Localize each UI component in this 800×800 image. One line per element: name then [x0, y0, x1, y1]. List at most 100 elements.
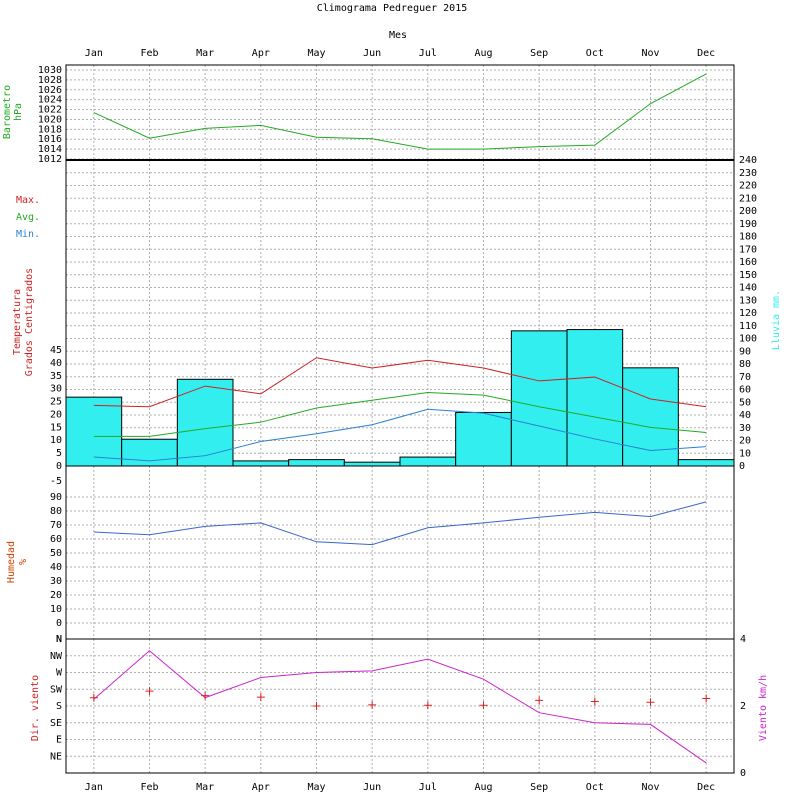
rain-tick-label: 60: [739, 385, 751, 396]
rain-tick-label: 40: [739, 410, 751, 421]
rain-tick-label: 30: [739, 423, 751, 434]
month-label-top: Jan: [85, 48, 103, 59]
wind-direction-marker: [479, 701, 488, 710]
rain-tick-label: 70: [739, 372, 751, 383]
wind-speed-line: [93, 650, 707, 764]
rain-tick-label: 50: [739, 397, 751, 408]
month-label-top: Dec: [697, 48, 715, 59]
wind-direction-tick-label: NE: [50, 751, 62, 762]
pressure-tick-label: 1030: [38, 65, 62, 76]
month-label-top: Aug: [474, 48, 492, 59]
wind-panel-frame: [65, 638, 735, 774]
rain-tick-label: 20: [739, 436, 751, 447]
month-label-top: Oct: [586, 48, 604, 59]
rain-bar: [510, 330, 568, 467]
rain-bar: [455, 411, 512, 467]
temperature-tick-label: 25: [50, 397, 62, 408]
temperature-avg-line: [93, 392, 707, 437]
rain-tick-label: 90: [739, 346, 751, 357]
rain-tick-label: 160: [739, 257, 757, 268]
humidity-tick-label: 40: [50, 562, 62, 573]
pressure-tick-label: 1022: [38, 105, 62, 116]
month-label-top: Nov: [641, 48, 659, 59]
rain-bar: [121, 438, 178, 467]
rain-tick-label: 80: [739, 359, 751, 370]
rain-tick-label: 210: [739, 193, 757, 204]
temperature-min-line: [93, 408, 707, 462]
temperature-tick-label: 40: [50, 358, 62, 369]
chart-title: Climograma Pedreguer 2015: [317, 3, 468, 14]
temperature-tick-label: 20: [50, 409, 62, 420]
wind-direction-tick-label: S: [56, 701, 62, 712]
humidity-tick-label: 10: [50, 604, 62, 615]
month-label-bottom: Apr: [252, 782, 270, 793]
rain-axis-label: Lluvia mm.: [771, 290, 782, 350]
humidity-tick-label: 0: [56, 618, 62, 629]
rain-bar: [65, 396, 123, 467]
rain-tick-label: 180: [739, 232, 757, 243]
wind-direction-marker: [590, 697, 599, 706]
humidity-tick-label: 80: [50, 506, 62, 517]
temperature-max-line: [93, 357, 707, 408]
humidity-tick-label: 70: [50, 520, 62, 531]
month-label-bottom: Dec: [697, 782, 715, 793]
humidity-tick-label: 50: [50, 548, 62, 559]
month-label-top: Apr: [252, 48, 270, 59]
humidity-tick-label: 20: [50, 590, 62, 601]
pressure-panel-frame: [65, 64, 735, 161]
rain-bar: [399, 456, 457, 467]
rain-tick-label: 220: [739, 181, 757, 192]
legend-min: Min.: [16, 229, 40, 240]
humidity-tick-label: 60: [50, 534, 62, 545]
temperature-axis-label: Temperatura: [12, 289, 23, 355]
month-label-top: Mar: [196, 48, 214, 59]
rain-tick-label: 150: [739, 270, 757, 281]
pressure-axis-label: Barometro: [2, 85, 13, 139]
rain-tick-label: 110: [739, 321, 757, 332]
x-axis-label: Mes: [389, 30, 407, 41]
temperature-axis-unit: Grados Centigrados: [24, 268, 35, 376]
temperature-tick-label: 0: [56, 461, 62, 472]
month-label-bottom: Mar: [196, 782, 214, 793]
rain-bar: [176, 378, 234, 467]
rain-tick-label: 130: [739, 295, 757, 306]
month-label-bottom: Sep: [530, 782, 548, 793]
legend-max: Max.: [16, 195, 40, 206]
month-label-top: Sep: [530, 48, 548, 59]
rain-tick-label: 140: [739, 283, 757, 294]
month-label-bottom: Oct: [586, 782, 604, 793]
month-label-bottom: Aug: [474, 782, 492, 793]
pressure-tick-label: 1018: [38, 124, 62, 135]
wind-direction-tick-label: E: [56, 735, 62, 746]
humidity-line: [93, 501, 707, 546]
wind-direction-tick-label: SW: [50, 684, 63, 695]
wind-direction-marker: [646, 698, 655, 707]
humidity-axis-unit: %: [18, 559, 29, 565]
humidity-tick-label: 90: [50, 492, 62, 503]
pressure-line: [93, 73, 707, 150]
wind-direction-marker: [89, 693, 98, 702]
temperature-tick-label: 15: [50, 422, 62, 433]
month-label-bottom: Jan: [85, 782, 103, 793]
wind-direction-axis-label: Dir. viento: [30, 675, 41, 741]
temperature-tick-label: 45: [50, 345, 62, 356]
rain-bar: [622, 367, 679, 467]
rain-tick-label: 200: [739, 206, 757, 217]
rain-tick-label: 170: [739, 244, 757, 255]
humidity-tick-label: N: [56, 634, 62, 645]
humidity-tick-label: -5: [50, 476, 62, 487]
pressure-tick-label: 1028: [38, 75, 62, 86]
wind-direction-marker: [535, 696, 544, 705]
wind-direction-marker: [702, 694, 711, 703]
legend-avg: Avg.: [16, 212, 40, 223]
temperature-tick-label: 5: [56, 448, 62, 459]
pressure-tick-label: 1014: [38, 144, 62, 155]
temperature-tick-label: 30: [50, 384, 62, 395]
rain-tick-label: 0: [739, 461, 745, 472]
rain-bar: [232, 460, 290, 467]
month-label-bottom: Jun: [363, 782, 381, 793]
wind-speed-axis-label: Viento km/h: [758, 675, 769, 741]
wind-direction-marker: [201, 691, 210, 700]
pressure-tick-label: 1012: [38, 154, 62, 165]
